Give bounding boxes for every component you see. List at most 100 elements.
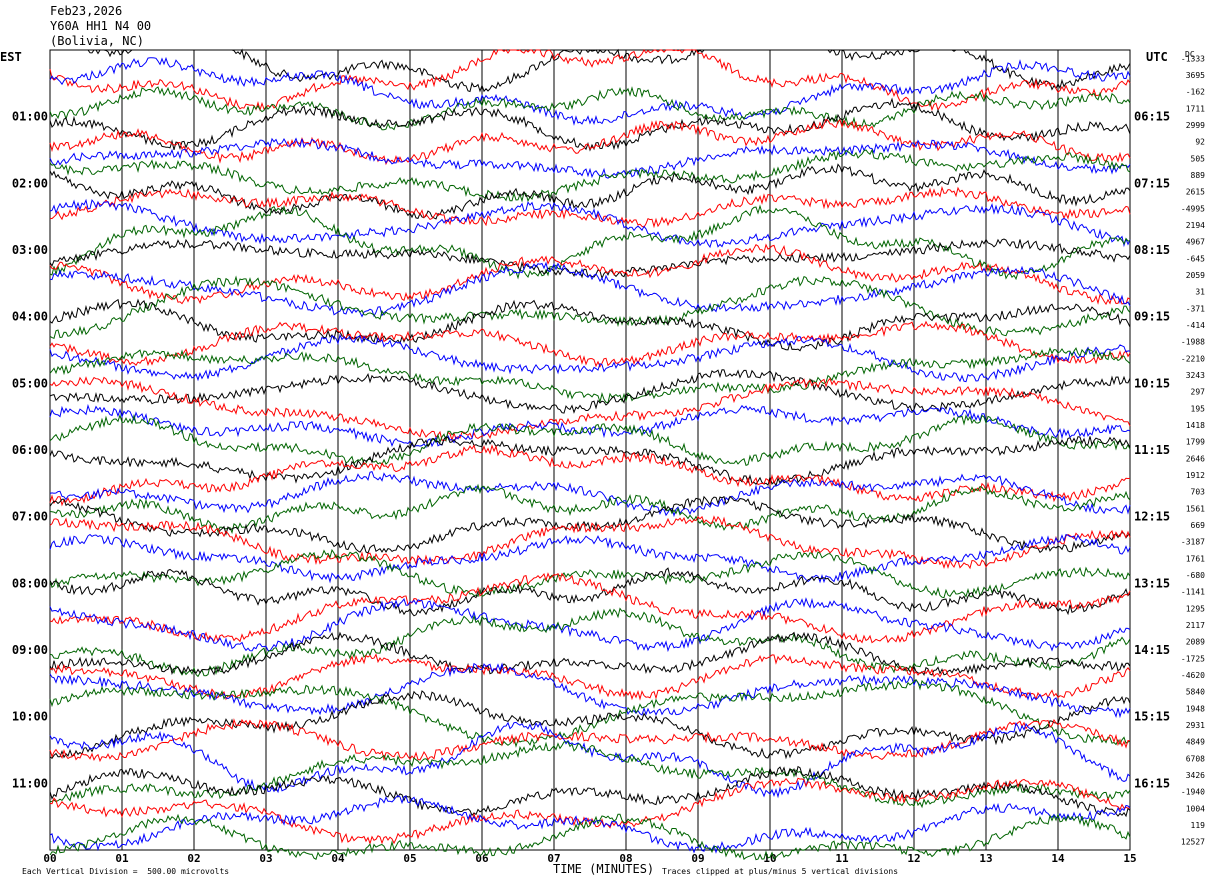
dc-offset-label: 6708 (1186, 754, 1205, 763)
x-tick-label: 05 (403, 852, 416, 865)
trace-line (49, 533, 1131, 584)
left-time-label: 01:00 (12, 110, 48, 124)
x-tick-label: 14 (1051, 852, 1065, 865)
x-tick-label: 04 (331, 852, 345, 865)
right-time-label: 07:15 (1134, 176, 1170, 190)
right-time-label: 10:15 (1134, 376, 1170, 390)
right-time-label: 06:15 (1134, 110, 1170, 124)
trace-line (49, 403, 1131, 449)
dc-offset-label: 1295 (1186, 604, 1205, 613)
dc-offset-label: 2117 (1186, 621, 1205, 630)
trace-line (49, 320, 1131, 368)
dc-offset-label: 2646 (1186, 454, 1205, 463)
left-time-label: 03:00 (12, 243, 48, 257)
header-date: Feb23,2026 (50, 4, 123, 18)
x-axis-title: TIME (MINUTES) (553, 862, 655, 876)
trace-line (49, 631, 1131, 677)
trace-line (49, 185, 1131, 229)
dc-offset-label: -1141 (1181, 588, 1205, 597)
trace-line (49, 118, 1131, 166)
dc-offset-label: -4620 (1181, 671, 1205, 680)
dc-offset-label: 31 (1195, 288, 1205, 297)
trace-line (49, 163, 1131, 220)
header-location: (Bolivia, NC) (50, 34, 144, 48)
trace-line (49, 678, 1131, 748)
dc-offset-label: -3187 (1181, 538, 1205, 547)
dc-offset-label: -2210 (1181, 354, 1205, 363)
trace-line (49, 97, 1131, 152)
x-tick-label: 09 (691, 852, 704, 865)
dc-offset-label: -1725 (1181, 654, 1205, 663)
trace-line (49, 690, 1131, 760)
dc-offset-label: -1940 (1181, 788, 1205, 797)
trace-line (49, 49, 1131, 112)
trace-line (49, 261, 1131, 318)
header-station: Y60A HH1 N4 00 (50, 19, 152, 33)
trace-line (49, 572, 1131, 644)
trace-line (49, 483, 1131, 535)
dc-offset-label: 1004 (1186, 804, 1205, 813)
dc-offset-label: 2999 (1186, 121, 1205, 130)
x-tick-label: 02 (187, 852, 200, 865)
right-time-label: 16:15 (1134, 776, 1170, 790)
right-time-label: 09:15 (1134, 310, 1170, 324)
dc-offset-label: 1912 (1186, 471, 1205, 480)
dc-offset-label: -1988 (1181, 338, 1205, 347)
left-zone-label: EST (0, 50, 22, 64)
trace-line (49, 86, 1131, 131)
x-tick-label: 13 (979, 852, 992, 865)
dc-offset-label: 4849 (1186, 738, 1205, 747)
trace-line (49, 243, 1131, 306)
x-tick-label: 12 (907, 852, 920, 865)
dc-offset-label: 669 (1191, 521, 1206, 530)
trace-line (49, 718, 1131, 763)
x-tick-label: 03 (259, 852, 272, 865)
dc-offset-label: 2089 (1186, 638, 1205, 647)
dc-offset-label: 12527 (1181, 838, 1205, 847)
dc-label: DC (1185, 50, 1195, 59)
dc-offset-label: 1711 (1186, 104, 1205, 113)
trace-line (49, 369, 1131, 414)
left-time-label: 05:00 (12, 376, 48, 390)
left-time-label: 02:00 (12, 176, 48, 190)
trace-line (49, 495, 1131, 554)
dc-offset-label: 505 (1191, 154, 1206, 163)
dc-offset-label: 2059 (1186, 271, 1205, 280)
dc-offset-label: 119 (1191, 821, 1206, 830)
trace-line (49, 765, 1131, 818)
trace-line (49, 148, 1131, 203)
right-time-label: 11:15 (1134, 443, 1170, 457)
x-tick-label: 11 (835, 852, 849, 865)
right-time-label: 14:15 (1134, 643, 1170, 657)
dc-offset-label: 889 (1191, 171, 1206, 180)
left-time-label: 09:00 (12, 643, 48, 657)
trace-line (49, 567, 1131, 617)
trace-line (50, 48, 1131, 93)
dc-offset-label: 92 (1195, 138, 1205, 147)
dc-offset-label: -4995 (1181, 204, 1205, 213)
left-time-label: 08:00 (12, 576, 48, 590)
left-time-label: 07:00 (12, 510, 48, 524)
x-tick-label: 08 (619, 852, 632, 865)
dc-offset-label: -371 (1186, 304, 1205, 313)
left-time-label: 10:00 (12, 710, 48, 724)
dc-offset-label: -645 (1186, 254, 1205, 263)
trace-line (49, 741, 1131, 809)
dc-offset-label: -1333 (1181, 54, 1205, 63)
dc-offset-label: 2931 (1186, 721, 1205, 730)
trace-line (49, 444, 1131, 507)
trace-line (49, 548, 1131, 599)
x-tick-label: 15 (1123, 852, 1136, 865)
dc-offset-label: 1418 (1186, 421, 1205, 430)
dc-offset-label: -414 (1186, 321, 1205, 330)
dc-offset-label: 297 (1191, 388, 1206, 397)
scale-note: Each Vertical Division = 500.00 microvol… (22, 867, 230, 876)
trace-line (49, 470, 1131, 518)
trace-line (49, 376, 1131, 442)
left-time-label: 06:00 (12, 443, 48, 457)
dc-offset-label: 2194 (1186, 221, 1205, 230)
dc-offset-label: 5840 (1186, 688, 1205, 697)
left-time-label: 11:00 (12, 776, 48, 790)
right-time-label: 08:15 (1134, 243, 1170, 257)
